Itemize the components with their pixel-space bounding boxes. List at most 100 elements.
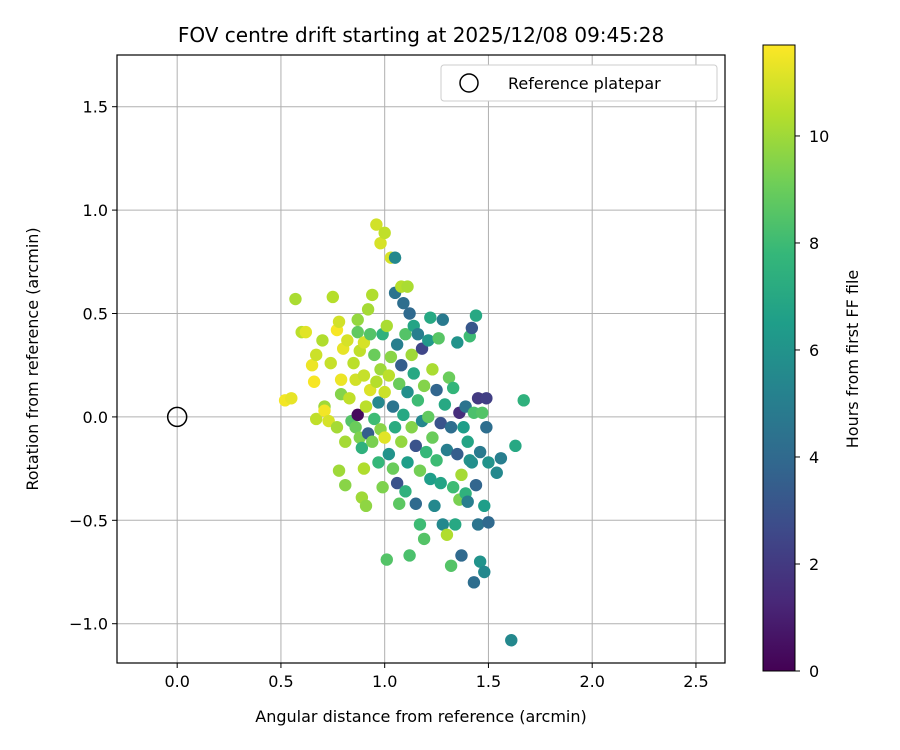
data-point bbox=[386, 400, 400, 413]
data-point bbox=[490, 466, 503, 479]
data-point bbox=[478, 499, 491, 513]
legend-box bbox=[440, 64, 718, 102]
colorbar bbox=[762, 44, 796, 672]
data-point bbox=[372, 396, 385, 409]
data-point bbox=[417, 532, 431, 546]
data-point bbox=[388, 251, 402, 264]
data-point bbox=[449, 518, 462, 531]
data-point bbox=[376, 481, 389, 494]
data-point bbox=[455, 468, 468, 482]
x-tick-label: 1.0 bbox=[372, 672, 397, 691]
data-point bbox=[390, 338, 404, 351]
data-point bbox=[465, 456, 479, 469]
data-point bbox=[430, 383, 443, 397]
colorbar-tick-label: 0 bbox=[809, 662, 819, 681]
colorbar-label: Hours from first FF file bbox=[843, 270, 862, 449]
data-point bbox=[399, 327, 412, 341]
data-point bbox=[357, 462, 371, 475]
colorbar-ticks: 0 2 4 6 8 10 bbox=[795, 127, 829, 681]
y-tick-label: 0.5 bbox=[83, 305, 108, 324]
data-point bbox=[390, 476, 404, 490]
data-point bbox=[461, 435, 474, 448]
data-point bbox=[332, 315, 346, 328]
data-point bbox=[469, 309, 483, 322]
chart-title: FOV centre drift starting at 2025/12/08 … bbox=[178, 23, 664, 47]
data-point bbox=[372, 456, 385, 469]
data-point bbox=[366, 435, 379, 448]
data-point bbox=[478, 565, 491, 579]
data-point bbox=[517, 394, 530, 407]
data-point bbox=[349, 421, 362, 434]
data-point bbox=[438, 398, 452, 411]
data-point bbox=[341, 334, 354, 347]
data-point bbox=[380, 553, 393, 566]
x-tick-label: 2.0 bbox=[579, 672, 604, 691]
data-point bbox=[351, 408, 364, 422]
x-axis-ticks: 0.0 0.5 1.0 1.5 2.0 2.5 bbox=[164, 663, 709, 691]
data-point bbox=[424, 472, 437, 486]
data-point bbox=[451, 447, 464, 461]
data-point bbox=[370, 375, 383, 388]
data-point bbox=[436, 518, 449, 531]
data-point bbox=[397, 296, 410, 310]
data-point bbox=[403, 549, 416, 562]
scatter-points bbox=[278, 218, 530, 647]
data-point bbox=[411, 394, 425, 407]
data-point bbox=[419, 445, 433, 459]
colorbar-tick-label: 2 bbox=[809, 555, 819, 574]
data-point bbox=[361, 303, 375, 316]
data-point bbox=[422, 334, 435, 347]
data-point bbox=[465, 321, 479, 335]
data-point bbox=[334, 373, 348, 386]
data-point bbox=[289, 292, 302, 306]
data-point bbox=[378, 226, 391, 240]
data-point bbox=[395, 435, 408, 448]
data-point bbox=[480, 392, 493, 405]
data-point bbox=[411, 327, 425, 341]
data-point bbox=[393, 377, 406, 391]
data-point bbox=[324, 356, 337, 370]
data-point bbox=[332, 464, 346, 477]
y-tick-label: −0.5 bbox=[69, 511, 108, 530]
data-point bbox=[509, 439, 522, 453]
x-tick-label: 1.5 bbox=[476, 672, 501, 691]
data-point bbox=[442, 371, 456, 384]
data-point bbox=[359, 499, 373, 513]
data-point bbox=[426, 431, 439, 444]
data-point bbox=[401, 456, 414, 469]
plot-frame bbox=[116, 54, 726, 664]
data-point bbox=[363, 327, 377, 341]
data-point bbox=[357, 369, 371, 382]
x-tick-label: 0.0 bbox=[164, 672, 189, 691]
data-point bbox=[434, 476, 447, 490]
data-point bbox=[359, 400, 373, 413]
data-point bbox=[374, 236, 387, 250]
data-point bbox=[393, 497, 406, 510]
x-tick-label: 0.5 bbox=[268, 672, 293, 691]
data-point bbox=[307, 375, 321, 388]
data-point bbox=[473, 445, 487, 459]
y-tick-label: 0.0 bbox=[83, 408, 108, 427]
y-tick-label: 1.0 bbox=[83, 201, 108, 220]
data-point bbox=[378, 431, 391, 444]
data-point bbox=[285, 392, 298, 405]
x-tick-label: 2.5 bbox=[683, 672, 708, 691]
data-point bbox=[482, 516, 495, 529]
data-point bbox=[366, 288, 379, 302]
data-point bbox=[386, 462, 400, 475]
data-point bbox=[380, 319, 393, 333]
data-point bbox=[430, 454, 443, 467]
data-point bbox=[395, 359, 408, 372]
data-point bbox=[405, 348, 418, 362]
data-point bbox=[388, 421, 402, 434]
data-point bbox=[407, 367, 420, 380]
data-point bbox=[378, 385, 391, 399]
data-point bbox=[409, 439, 423, 453]
data-point bbox=[339, 435, 352, 448]
data-point bbox=[403, 307, 416, 320]
data-point bbox=[382, 369, 396, 382]
data-point bbox=[310, 412, 323, 426]
data-point bbox=[482, 456, 495, 469]
data-point bbox=[428, 499, 441, 513]
